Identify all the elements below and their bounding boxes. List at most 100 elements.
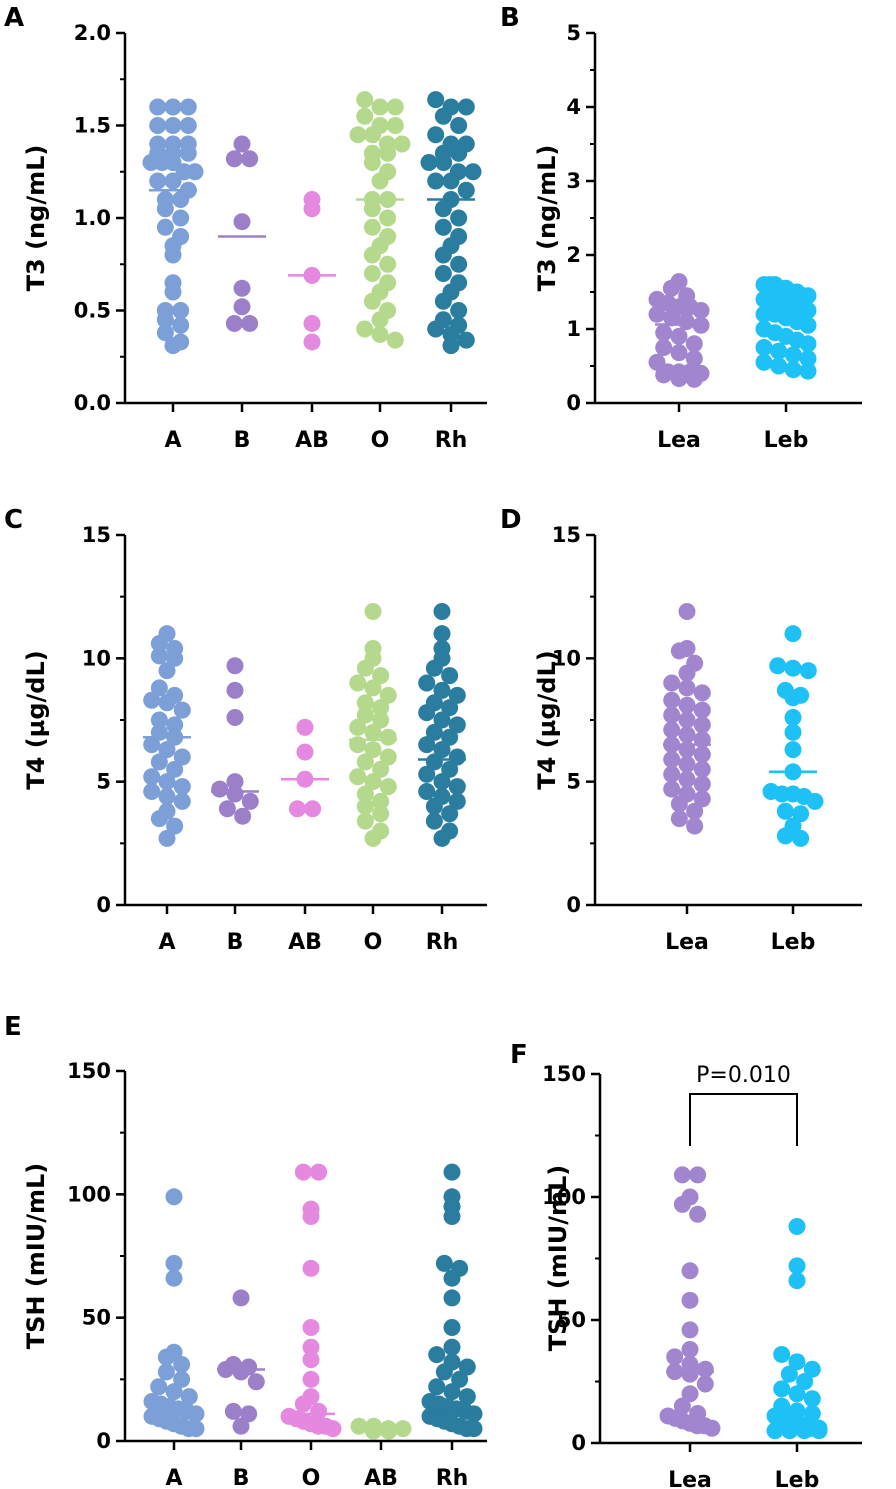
data-point [356,785,374,803]
data-point [663,780,681,798]
data-point [451,1370,469,1388]
data-point [226,657,244,675]
data-point [225,150,243,168]
significance-bracket [689,1093,798,1146]
y-tick-label: 50 [82,1306,111,1330]
data-point [233,298,251,316]
data-point [784,659,802,677]
data-point [372,667,390,685]
data-point [241,314,259,332]
data-point [435,154,453,171]
y-tick-label: 2 [566,243,581,267]
x-tick-label: A [158,930,175,955]
y-tick-label: 15 [552,523,581,547]
data-point [158,741,176,759]
y-tick-label: 10 [82,646,111,670]
data-point [799,350,817,368]
panel-A: A0.00.51.01.52.0T3 (ng/mL)A B AB O Rh [4,3,487,453]
data-point [418,674,436,692]
data-point [234,807,252,825]
y-tick-label: 15 [82,523,111,547]
data-point [788,1385,806,1403]
y-tick-label: 0 [566,391,581,415]
series-B [217,1289,265,1435]
data-point [457,181,475,199]
x-tick-label: B [227,930,244,955]
y-axis-title: TSH (mIU/mL) [544,1165,572,1352]
data-point [356,107,374,125]
data-point [678,602,696,620]
data-point [150,810,168,828]
data-point [442,172,460,190]
data-point [158,787,176,805]
data-point [143,783,161,801]
data-point [686,817,704,835]
data-point [363,154,381,171]
series-AB [288,191,336,351]
data-point [372,805,390,823]
data-point [379,748,397,766]
data-point [187,1405,205,1423]
data-point [179,117,197,134]
data-point [218,800,236,818]
y-axis-title: T3 (ng/mL) [22,145,50,292]
y-axis-title: TSH (mIU/mL) [22,1163,50,1350]
data-point [372,711,390,729]
data-point [755,353,773,371]
panel-letter-A: A [4,3,24,33]
data-point [670,344,688,362]
data-point [240,1405,258,1423]
data-point [663,309,681,327]
data-point [418,736,436,754]
data-point [673,1166,691,1184]
data-point [166,649,184,667]
data-point [364,741,382,759]
data-point [294,1163,312,1181]
data-point [796,1373,814,1390]
data-point [681,1321,699,1339]
data-point [179,144,197,162]
data-point [150,711,168,729]
data-point [655,324,673,342]
data-point [324,1420,342,1438]
data-point [773,1345,791,1363]
data-point [693,790,711,808]
data-point [443,1319,461,1337]
data-point [172,191,190,208]
data-point [673,1397,691,1415]
series-A [143,1188,205,1438]
data-point [310,1402,328,1420]
series-Lea [663,602,711,835]
data-point [693,746,711,764]
data-point [678,726,696,744]
data-point [784,723,802,741]
x-tick-label: Lea [668,1468,712,1489]
x-tick-label: O [371,428,390,453]
data-point [364,126,382,144]
data-point [349,126,367,144]
data-point [770,342,788,360]
data-point [232,1417,250,1435]
data-point [678,770,696,788]
data-point [428,1378,446,1396]
data-point [435,1254,453,1272]
data-point [302,1259,320,1277]
data-point [425,797,443,815]
data-point [149,98,167,116]
data-point [371,98,389,116]
data-point [448,748,466,766]
series-AB [350,1417,412,1440]
data-point [150,753,168,771]
data-point [434,292,452,310]
x-tick-label: A [164,428,181,453]
data-point [427,126,445,144]
data-point [686,802,704,820]
data-point [186,163,204,181]
data-point [386,331,404,349]
data-point [179,98,197,116]
data-point [663,765,681,783]
data-point [458,1358,476,1376]
data-point [450,302,468,319]
data-point [780,1365,798,1383]
